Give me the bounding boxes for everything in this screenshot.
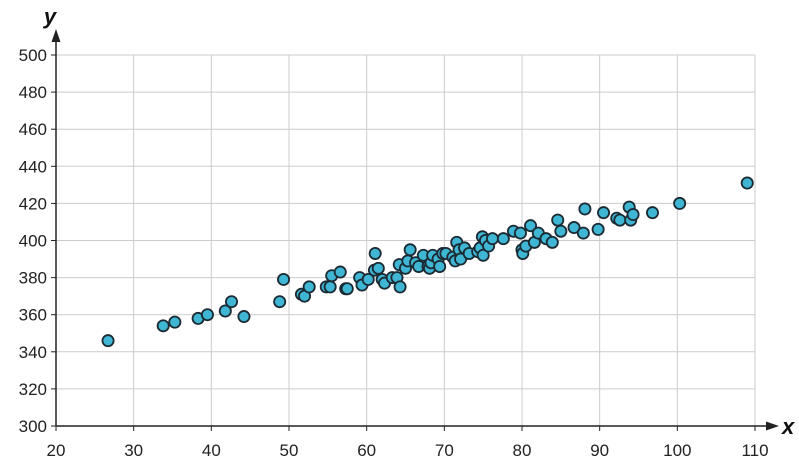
data-point bbox=[591, 222, 605, 236]
x-axis-arrow-icon bbox=[766, 421, 779, 431]
x-tick-label: 110 bbox=[741, 441, 768, 460]
data-point bbox=[476, 248, 490, 262]
x-axis-title: x bbox=[781, 414, 795, 439]
data-point bbox=[393, 280, 407, 294]
data-point bbox=[156, 319, 170, 333]
data-point bbox=[225, 295, 239, 309]
y-tick-label: 400 bbox=[19, 232, 47, 251]
data-point bbox=[740, 176, 754, 190]
data-point bbox=[496, 232, 510, 246]
x-tick-label: 80 bbox=[513, 441, 532, 460]
data-point bbox=[578, 202, 592, 216]
x-tick-label: 60 bbox=[357, 441, 376, 460]
data-point bbox=[200, 308, 214, 322]
y-tick-label: 380 bbox=[19, 269, 47, 288]
data-point bbox=[613, 213, 627, 227]
y-tick-label: 300 bbox=[19, 417, 47, 436]
data-point bbox=[273, 295, 287, 309]
data-point bbox=[626, 208, 640, 222]
x-tick-labels: 20 30 40 50 60 70 80 90 100 110 bbox=[47, 426, 769, 460]
data-point bbox=[433, 259, 447, 273]
data-point bbox=[277, 272, 291, 286]
data-point bbox=[368, 246, 382, 260]
data-point bbox=[218, 304, 232, 318]
x-tick-label: 50 bbox=[280, 441, 299, 460]
y-tick-labels: 300 320 340 360 380 400 420 440 460 480 500 bbox=[19, 46, 56, 436]
x-tick-label: 40 bbox=[202, 441, 221, 460]
x-tick-label: 90 bbox=[590, 441, 609, 460]
y-tick-label: 500 bbox=[19, 46, 47, 65]
data-point bbox=[554, 224, 568, 238]
y-tick-label: 340 bbox=[19, 343, 47, 362]
data-point bbox=[513, 226, 527, 240]
data-point bbox=[545, 235, 559, 249]
grid bbox=[56, 54, 756, 426]
data-point bbox=[551, 213, 565, 227]
data-point bbox=[101, 334, 115, 348]
data-point bbox=[567, 221, 581, 235]
data-point bbox=[168, 315, 182, 329]
x-tick-label: 20 bbox=[47, 441, 66, 460]
data-point bbox=[485, 232, 499, 246]
x-tick-label: 70 bbox=[435, 441, 454, 460]
data-point bbox=[673, 196, 687, 210]
data-point bbox=[576, 226, 590, 240]
data-point bbox=[371, 261, 385, 275]
x-tick-label: 100 bbox=[663, 441, 691, 460]
data-point bbox=[340, 282, 354, 296]
y-tick-label: 420 bbox=[19, 194, 47, 213]
data-point bbox=[237, 310, 251, 324]
data-point bbox=[333, 265, 347, 279]
data-point bbox=[524, 219, 538, 233]
data-point bbox=[645, 206, 659, 220]
data-point bbox=[403, 243, 417, 257]
y-tick-label: 480 bbox=[19, 83, 47, 102]
data-point bbox=[302, 280, 316, 294]
y-axis-title: y bbox=[43, 4, 58, 29]
y-tick-label: 360 bbox=[19, 306, 47, 325]
data-points bbox=[101, 176, 754, 348]
data-point bbox=[597, 206, 611, 220]
axes bbox=[51, 29, 779, 431]
data-point bbox=[361, 272, 375, 286]
y-tick-label: 440 bbox=[19, 157, 47, 176]
x-tick-label: 30 bbox=[124, 441, 143, 460]
y-tick-label: 320 bbox=[19, 380, 47, 399]
y-axis-arrow-icon bbox=[51, 29, 61, 42]
data-point bbox=[323, 280, 337, 294]
y-tick-label: 460 bbox=[19, 120, 47, 139]
